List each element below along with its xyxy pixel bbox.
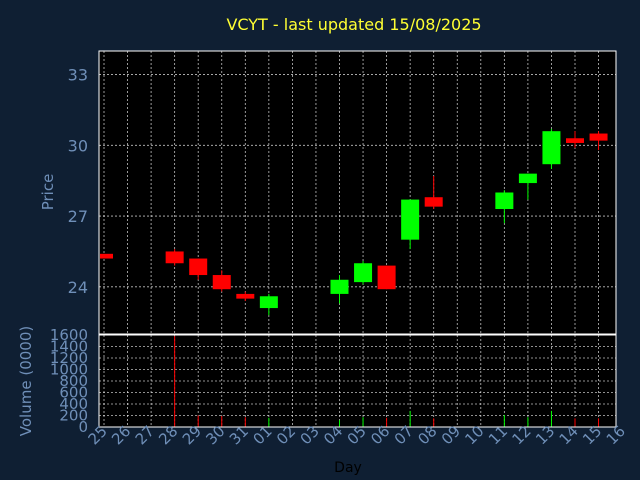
volume-tick-label: 1400	[50, 338, 88, 356]
volume-gridlines	[99, 335, 616, 427]
volume-plot-area	[99, 335, 616, 427]
price-axis-label: Price	[39, 174, 57, 211]
volume-tick-label: 0	[78, 418, 88, 436]
candle-body	[100, 253, 113, 259]
volume-axis-label: Volume (0000)	[17, 326, 35, 436]
price-tick-label: 24	[68, 278, 88, 297]
volume-bars	[174, 336, 600, 427]
price-tick-label: 30	[68, 136, 88, 155]
candle-body	[377, 265, 396, 290]
volume-tick-label: 1600	[50, 326, 88, 344]
volume-tick-label: 1200	[50, 349, 88, 367]
candle-body	[424, 197, 443, 207]
volume-plot-border	[98, 334, 617, 428]
candle-body	[518, 173, 537, 184]
price-y-ticks: 24 27 30 33	[68, 66, 88, 297]
chart-title: VCYT - last updated 15/08/2025	[226, 15, 481, 34]
candle-body	[589, 133, 608, 141]
price-tick-label: 33	[68, 66, 88, 85]
candle-body	[236, 293, 255, 299]
candle-body	[354, 263, 373, 283]
candle-body	[189, 258, 208, 276]
volume-tick-label: 400	[59, 395, 88, 413]
x-axis-label: Day	[334, 460, 362, 476]
price-plot-border	[98, 50, 617, 335]
candle-body	[566, 138, 584, 143]
volume-tick-label: 600	[59, 384, 88, 402]
volume-tick-label: 200	[59, 407, 88, 425]
price-tick-label: 27	[68, 207, 88, 226]
candle-body	[401, 199, 420, 240]
candle-body	[495, 192, 514, 210]
volume-tick-label: 800	[59, 372, 88, 390]
x-ticks: 2526272829303101020304050607080910111213…	[85, 422, 629, 448]
volume-tick-label: 1000	[50, 361, 88, 379]
candle-body	[259, 296, 278, 309]
candle-body	[165, 251, 184, 264]
candles	[100, 128, 608, 316]
candle-body	[542, 131, 561, 165]
price-gridlines	[99, 51, 616, 334]
price-plot-area	[99, 51, 616, 334]
candle-body	[212, 275, 231, 290]
candle-body	[330, 279, 349, 294]
